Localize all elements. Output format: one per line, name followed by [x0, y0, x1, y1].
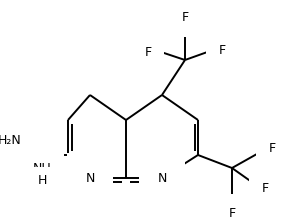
Text: F: F [269, 141, 276, 155]
Text: H₂N: H₂N [0, 133, 22, 146]
Text: NH: NH [33, 162, 51, 174]
Text: N: N [157, 172, 167, 184]
Text: F: F [261, 182, 269, 194]
Text: F: F [144, 46, 152, 58]
Text: F: F [229, 206, 236, 218]
Text: F: F [181, 12, 188, 24]
Text: N: N [85, 172, 95, 184]
Text: H: H [37, 174, 47, 187]
Text: F: F [218, 44, 225, 56]
